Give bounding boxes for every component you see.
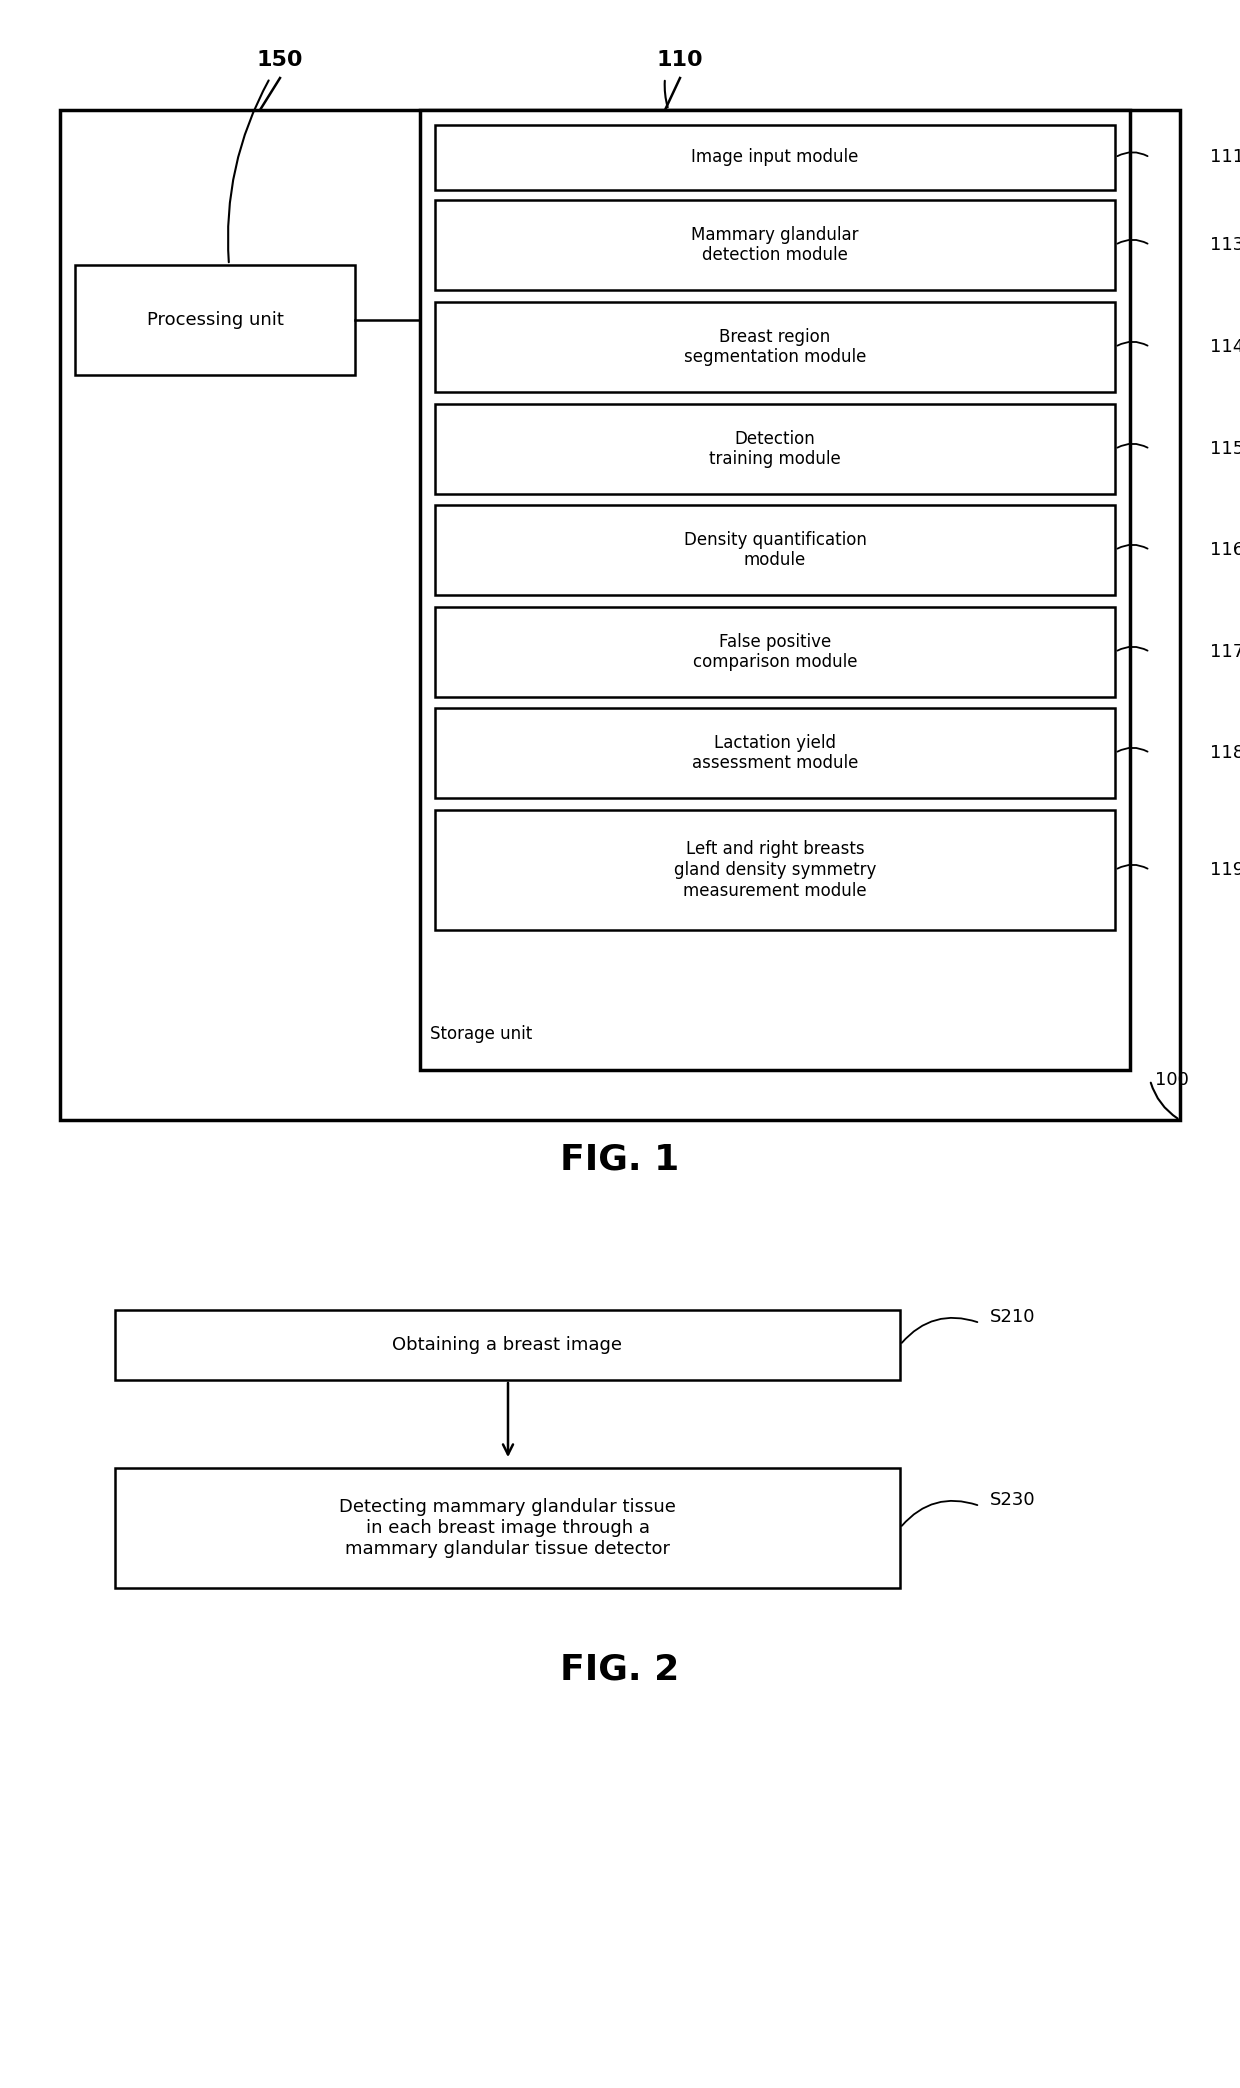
Text: 100: 100	[1154, 1071, 1189, 1090]
Bar	[74, 265, 355, 376]
Text: Left and right breasts
gland density symmetry
measurement module: Left and right breasts gland density sym…	[673, 839, 877, 900]
Bar	[115, 1468, 900, 1589]
Bar	[435, 608, 1115, 697]
Text: Detection
training module: Detection training module	[709, 430, 841, 468]
Text: 115: 115	[1210, 441, 1240, 457]
Bar	[435, 708, 1115, 798]
Bar	[420, 111, 1130, 1069]
Text: S230: S230	[990, 1491, 1035, 1510]
Text: 111: 111	[1210, 148, 1240, 167]
Bar	[435, 303, 1115, 393]
Text: 118: 118	[1210, 743, 1240, 762]
Text: Image input module: Image input module	[692, 148, 858, 167]
Bar	[115, 1309, 900, 1380]
Text: 119: 119	[1210, 860, 1240, 879]
Text: 117: 117	[1210, 643, 1240, 662]
Text: FIG. 2: FIG. 2	[560, 1654, 680, 1687]
Text: Lactation yield
assessment module: Lactation yield assessment module	[692, 733, 858, 773]
Text: Processing unit: Processing unit	[146, 311, 284, 330]
Bar	[435, 125, 1115, 190]
Text: 114: 114	[1210, 338, 1240, 355]
Text: Storage unit: Storage unit	[430, 1025, 532, 1044]
Bar	[435, 810, 1115, 929]
Bar	[435, 505, 1115, 595]
Text: 110: 110	[657, 50, 703, 71]
Text: False positive
comparison module: False positive comparison module	[693, 633, 857, 672]
Text: 116: 116	[1210, 541, 1240, 560]
Text: 113: 113	[1210, 236, 1240, 255]
Bar	[435, 200, 1115, 290]
Text: Obtaining a breast image: Obtaining a breast image	[393, 1336, 622, 1353]
Bar	[435, 403, 1115, 495]
Bar	[60, 111, 1180, 1119]
Text: 150: 150	[257, 50, 304, 71]
Text: Detecting mammary glandular tissue
in each breast image through a
mammary glandu: Detecting mammary glandular tissue in ea…	[339, 1499, 676, 1558]
Text: Breast region
segmentation module: Breast region segmentation module	[683, 328, 867, 365]
Text: FIG. 1: FIG. 1	[560, 1142, 680, 1178]
Text: Density quantification
module: Density quantification module	[683, 530, 867, 570]
Text: Mammary glandular
detection module: Mammary glandular detection module	[691, 226, 859, 265]
Text: S210: S210	[990, 1307, 1035, 1326]
